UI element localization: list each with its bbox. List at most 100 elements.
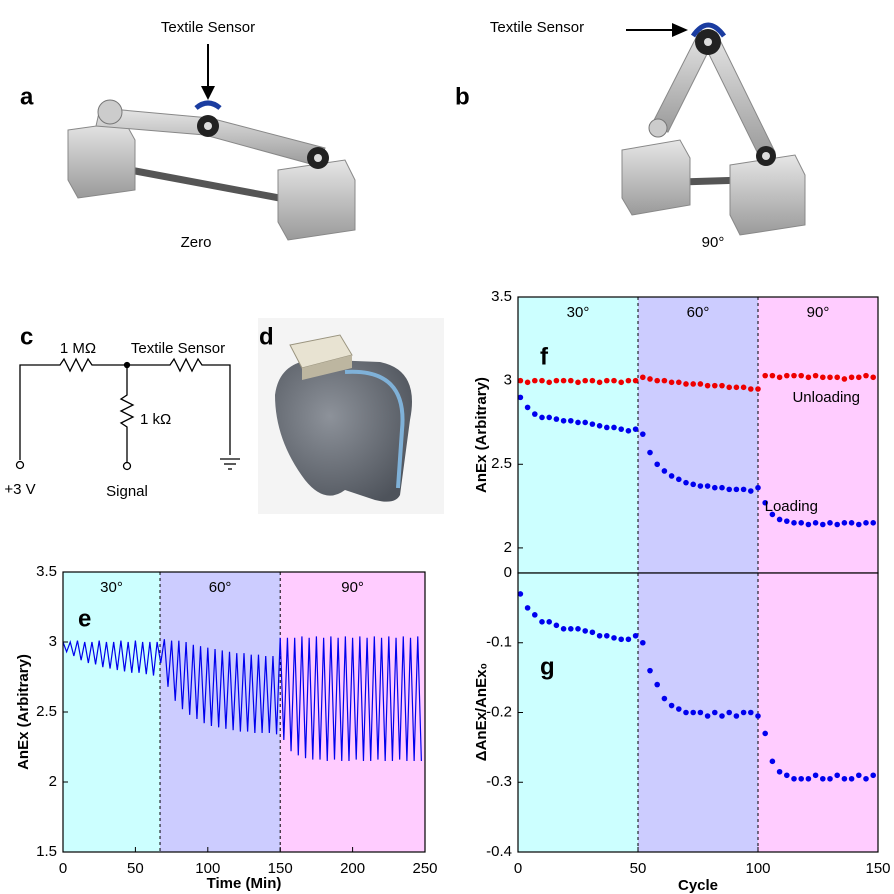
data-point — [762, 372, 768, 379]
data-point — [676, 706, 682, 712]
data-point — [827, 520, 833, 526]
data-point — [517, 394, 524, 401]
data-point — [848, 520, 855, 526]
panel-d: d — [258, 318, 444, 514]
data-point — [640, 374, 646, 381]
textile-sensor — [690, 22, 727, 38]
data-point — [863, 372, 869, 379]
x-tick-label: 150 — [268, 860, 293, 877]
x-tick-label: 0 — [514, 860, 522, 877]
data-point — [740, 486, 747, 493]
data-point — [661, 468, 668, 474]
data-point — [755, 713, 761, 719]
charts: 30° 60° 90°1.522.533.50 50 100 150 200 250eTime… — [15, 288, 891, 894]
data-point — [618, 379, 624, 386]
data-point — [863, 520, 869, 526]
data-point — [647, 376, 653, 382]
data-point — [668, 379, 675, 386]
data-point — [769, 372, 776, 379]
knee-sleeve — [275, 359, 412, 502]
state-label: 90° — [702, 234, 725, 251]
data-point — [618, 636, 624, 643]
data-point — [841, 520, 848, 526]
data-point — [683, 479, 689, 486]
data-point — [632, 377, 639, 384]
data-point — [769, 511, 776, 518]
data-point — [805, 775, 812, 782]
data-point — [582, 419, 588, 426]
data-point — [575, 626, 581, 632]
data-point — [784, 518, 790, 524]
data-point — [762, 730, 768, 737]
data-point — [827, 775, 833, 782]
data-point — [632, 426, 639, 432]
data-point — [625, 377, 632, 384]
data-point — [856, 521, 862, 528]
data-point — [755, 386, 761, 392]
output-label: Signal — [106, 483, 148, 500]
data-point — [654, 461, 660, 468]
supply-label: +3 V — [4, 481, 35, 498]
data-point — [524, 605, 531, 611]
joint — [314, 154, 322, 162]
data-point — [553, 622, 560, 629]
data-point — [776, 374, 783, 381]
region-label: 60° — [687, 304, 710, 321]
data-point — [798, 775, 804, 782]
panel-a: a Textile Sensor Zero — [20, 19, 356, 251]
data-point — [654, 681, 660, 688]
data-point — [719, 484, 725, 491]
x-tick-label: 50 — [630, 860, 647, 877]
data-point — [748, 488, 754, 494]
data-point — [604, 424, 610, 431]
y-tick-label: 2.5 — [36, 703, 57, 720]
data-point — [618, 426, 624, 432]
plot-frame — [517, 572, 879, 853]
region — [518, 573, 638, 852]
electronics-box — [302, 355, 352, 380]
panel-letter: b — [455, 83, 470, 110]
y-tick-label: 3.5 — [491, 288, 512, 305]
data-point — [733, 384, 740, 391]
chart-f: 30° 60° 90° 2 2.5 3 3.5 Unloading Loading f AnEx (… — [473, 288, 879, 574]
region-label: 90° — [807, 304, 830, 321]
data-point — [740, 709, 747, 716]
terminal — [15, 460, 25, 470]
data-point — [784, 372, 790, 379]
data-point — [805, 374, 812, 381]
region-label: 60° — [209, 579, 232, 596]
data-point — [820, 775, 826, 782]
data-point — [719, 382, 725, 389]
joint — [97, 99, 123, 125]
chart-g: 0-0.1-0.2-0.3-0.40 50 100 150gCycleΔAnEx/An… — [473, 564, 891, 894]
sensor-strip — [344, 369, 405, 489]
data-point — [812, 372, 819, 379]
x-tick-label: 150 — [865, 860, 890, 877]
y-tick-label: 1.5 — [36, 843, 57, 860]
data-point — [611, 635, 617, 641]
data-point — [640, 431, 646, 437]
data-point — [690, 709, 696, 716]
data-point — [690, 481, 696, 488]
arrow-head — [672, 23, 688, 37]
data-point — [539, 377, 545, 384]
series-label: Loading — [765, 498, 818, 515]
panel-letter: f — [540, 343, 549, 370]
y-axis-label: AnEx (Arbitrary) — [473, 377, 490, 493]
data-point — [589, 629, 596, 636]
sensor-label: Textile Sensor — [161, 19, 255, 36]
data-point — [647, 667, 653, 674]
data-point — [798, 372, 804, 379]
data-point — [856, 772, 862, 779]
data-point — [676, 379, 682, 386]
data-point — [532, 411, 538, 417]
y-tick-label: -0.4 — [486, 843, 512, 860]
data-point — [640, 639, 646, 646]
region — [758, 297, 878, 573]
data-point — [524, 379, 531, 386]
data-point — [726, 384, 732, 391]
data-point — [532, 612, 538, 618]
data-point — [726, 709, 732, 716]
data-point — [575, 419, 581, 426]
resistor-label: 1 MΩ — [60, 340, 96, 357]
